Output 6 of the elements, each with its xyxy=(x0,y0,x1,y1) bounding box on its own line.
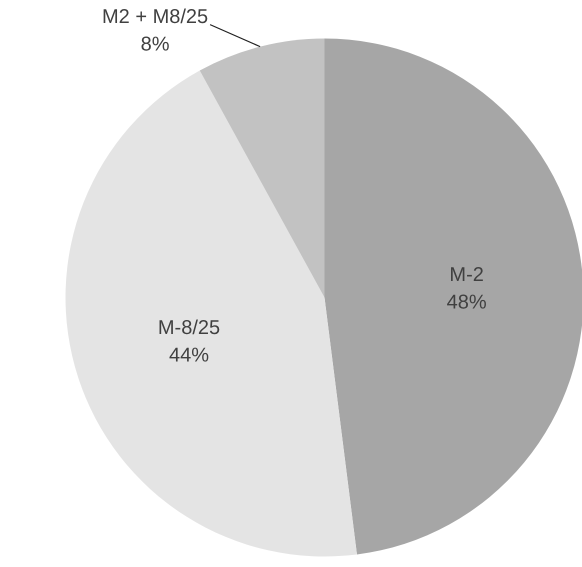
slice-label: M2 + M8/25 xyxy=(102,6,208,28)
data-label: 44% xyxy=(169,344,210,366)
data-label: 8% xyxy=(140,33,170,56)
data-label: 48% xyxy=(446,291,487,314)
slice-label: M-8/25 xyxy=(158,316,220,339)
slice-label: M-2 xyxy=(449,264,484,286)
